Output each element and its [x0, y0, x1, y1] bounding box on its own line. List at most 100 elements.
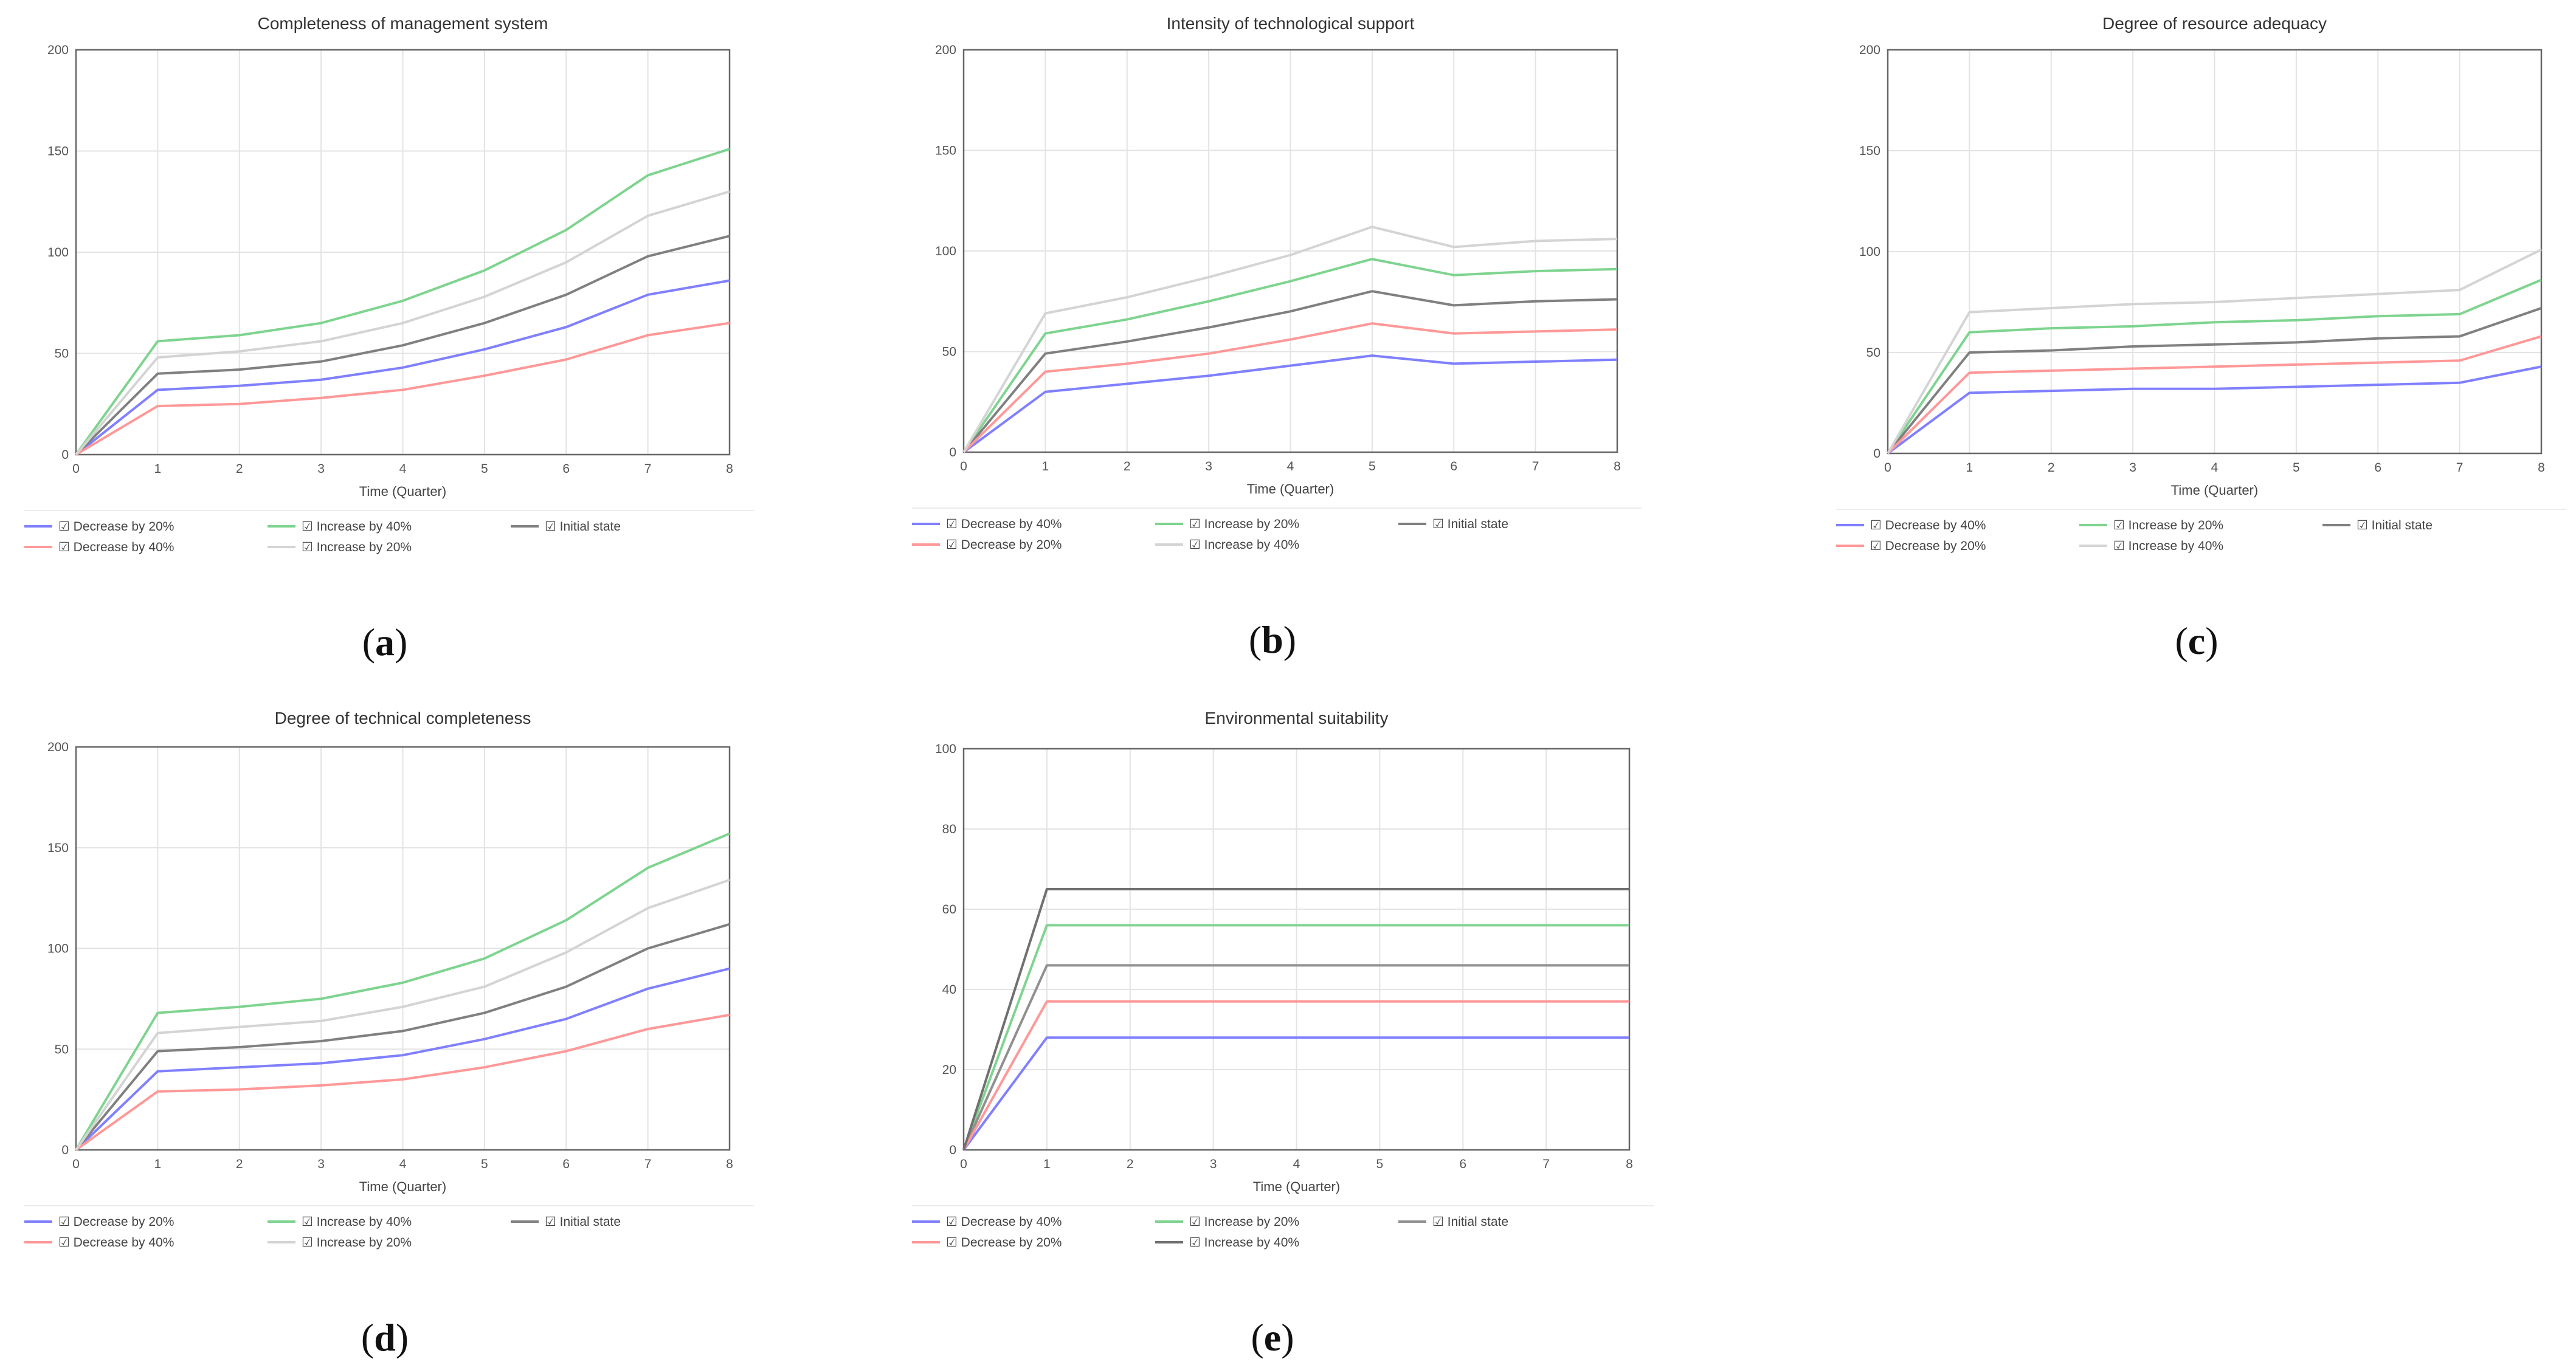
y-tick-label: 100	[935, 742, 956, 756]
series-line-initial-state	[962, 964, 1629, 1150]
series-line-decrease-by-40	[962, 1036, 1629, 1151]
x-tick-label: 4	[1287, 459, 1294, 473]
x-tick-label: 1	[1042, 459, 1049, 473]
x-tick-label: 1	[154, 462, 162, 476]
legend-item-initial-state[interactable]: ☑ Initial state	[545, 1215, 621, 1229]
legend-item-initial-state[interactable]: ☑ Initial state	[2357, 518, 2433, 532]
legend-item-increase-by-20[interactable]: ☑ Increase by 20%	[2113, 518, 2223, 532]
x-tick-label: 7	[1532, 459, 1539, 473]
y-tick-label: 0	[61, 1143, 69, 1157]
series-line-increase-by-20	[75, 190, 730, 456]
y-tick-label: 20	[942, 1063, 956, 1077]
x-axis-label: Time (Quarter)	[2171, 483, 2258, 498]
legend-item-increase-by-20[interactable]: ☑ Increase by 20%	[1189, 1215, 1299, 1229]
series-line-initial-state	[1887, 307, 2542, 455]
x-tick-label: 5	[1369, 459, 1376, 473]
chart-intensity-of-technological-support: Intensity of technological support 0 1 2 3 4 5…	[912, 14, 1642, 661]
y-tick-label: 100	[935, 244, 956, 258]
chart-title: Degree of technical completeness	[275, 709, 531, 727]
series-line-initial-state	[75, 923, 730, 1151]
legend-item-increase-by-40[interactable]: ☑ Increase by 40%	[1189, 538, 1299, 552]
legend-item-decrease-by-40[interactable]: ☑ Decrease by 40%	[946, 1215, 1062, 1229]
y-tick-label: 50	[55, 1042, 69, 1056]
x-tick-label: 7	[644, 462, 652, 476]
legend-item-increase-by-40[interactable]: ☑ Increase by 40%	[1189, 1236, 1299, 1250]
legend-item-decrease-by-20[interactable]: ☑ Decrease by 20%	[58, 1215, 174, 1229]
y-tick-label: 150	[935, 144, 956, 158]
plot-frame	[75, 746, 731, 1151]
legend-item-decrease-by-40[interactable]: ☑ Decrease by 40%	[1870, 518, 1986, 532]
series-line-decrease-by-40	[75, 1013, 730, 1151]
legend-item-decrease-by-40[interactable]: ☑ Decrease by 40%	[946, 517, 1062, 531]
series-line-increase-by-40	[1887, 248, 2542, 455]
legend-item-increase-by-20[interactable]: ☑ Increase by 20%	[302, 540, 412, 554]
plot-frame	[1887, 49, 2543, 455]
y-tick-label: 50	[942, 345, 956, 359]
legend-item-increase-by-40[interactable]: ☑ Increase by 40%	[2113, 539, 2223, 553]
x-axis-label: Time (Quarter)	[359, 484, 446, 499]
x-tick-label: 6	[1459, 1157, 1466, 1171]
y-tick-label: 100	[47, 246, 69, 260]
x-tick-label: 5	[481, 1157, 488, 1171]
x-tick-label: 8	[1626, 1157, 1633, 1171]
y-tick-label: 200	[47, 43, 69, 57]
series-line-decrease-by-40	[75, 322, 730, 456]
plot-frame	[962, 49, 1618, 453]
y-tick-label: 200	[1859, 43, 1880, 57]
chart-title: Completeness of management system	[258, 14, 548, 33]
y-tick-label: 80	[942, 822, 956, 836]
x-tick-label: 3	[317, 462, 325, 476]
legend-item-increase-by-40[interactable]: ☑ Increase by 40%	[302, 520, 412, 534]
x-tick-label: 8	[1614, 459, 1621, 473]
y-tick-label: 40	[942, 983, 956, 997]
legend-item-decrease-by-20[interactable]: ☑ Decrease by 20%	[946, 538, 1062, 552]
legend-item-decrease-by-40[interactable]: ☑ Decrease by 40%	[58, 540, 174, 554]
x-tick-label: 1	[1966, 461, 1973, 475]
series-line-decrease-by-20	[962, 1000, 1629, 1150]
legend-item-decrease-by-20[interactable]: ☑ Decrease by 20%	[58, 520, 174, 534]
legend-item-initial-state[interactable]: ☑ Initial state	[1432, 517, 1508, 531]
y-tick-label: 150	[47, 145, 69, 159]
chart-completeness-of-management-system: Completeness of management system 0 1 2 3 4 5 6…	[24, 14, 754, 664]
y-tick-label: 100	[47, 942, 69, 956]
series-line-increase-by-20	[962, 924, 1629, 1150]
legend-item-decrease-by-40[interactable]: ☑ Decrease by 40%	[58, 1236, 174, 1250]
legend-item-initial-state[interactable]: ☑ Initial state	[545, 520, 621, 534]
y-tick-label: 200	[47, 740, 69, 754]
chart-title: Intensity of technological support	[1167, 14, 1415, 33]
legend-item-increase-by-20[interactable]: ☑ Increase by 20%	[1189, 517, 1299, 531]
legend-item-increase-by-40[interactable]: ☑ Increase by 40%	[302, 1215, 412, 1229]
x-tick-label: 5	[1376, 1157, 1384, 1171]
y-tick-label: 50	[55, 347, 69, 361]
x-tick-label: 5	[481, 462, 488, 476]
plot-frame	[75, 49, 731, 456]
x-tick-label: 6	[1450, 459, 1457, 473]
x-tick-label: 8	[726, 1157, 733, 1171]
series-line-increase-by-20	[1887, 278, 2542, 455]
panel-caption: (c)	[2175, 619, 2218, 662]
chart-degree-of-technical-completeness: Degree of technical completeness 0 1 2 3 4 5 6 7…	[24, 709, 754, 1359]
panel-caption: (d)	[361, 1316, 409, 1359]
legend-item-initial-state[interactable]: ☑ Initial state	[1432, 1215, 1508, 1229]
x-tick-label: 2	[1127, 1157, 1134, 1171]
legend-item-increase-by-20[interactable]: ☑ Increase by 20%	[302, 1236, 412, 1250]
series-line-decrease-by-20	[1887, 335, 2542, 455]
x-tick-label: 7	[644, 1157, 652, 1171]
series-line-increase-by-40	[75, 832, 730, 1151]
legend-item-decrease-by-20[interactable]: ☑ Decrease by 20%	[946, 1236, 1062, 1250]
x-tick-label: 1	[154, 1157, 162, 1171]
x-tick-label: 7	[1542, 1157, 1550, 1171]
y-tick-label: 0	[949, 445, 956, 459]
x-tick-label: 4	[399, 1157, 407, 1171]
series-line-increase-by-40	[962, 225, 1618, 453]
x-tick-label: 6	[562, 1157, 570, 1171]
y-tick-label: 150	[47, 841, 69, 855]
y-tick-label: 150	[1859, 144, 1880, 158]
y-tick-label: 0	[1873, 447, 1880, 461]
chart-degree-of-resource-adequacy: Degree of resource adequacy 0 1 2 3 4 5 6 7 8 0 50 1…	[1836, 14, 2566, 662]
panel-caption: (b)	[1249, 618, 1296, 661]
series-line-initial-state	[75, 235, 730, 456]
y-tick-label: 200	[935, 43, 956, 57]
legend-item-decrease-by-20[interactable]: ☑ Decrease by 20%	[1870, 539, 1986, 553]
y-tick-label: 0	[949, 1143, 956, 1157]
